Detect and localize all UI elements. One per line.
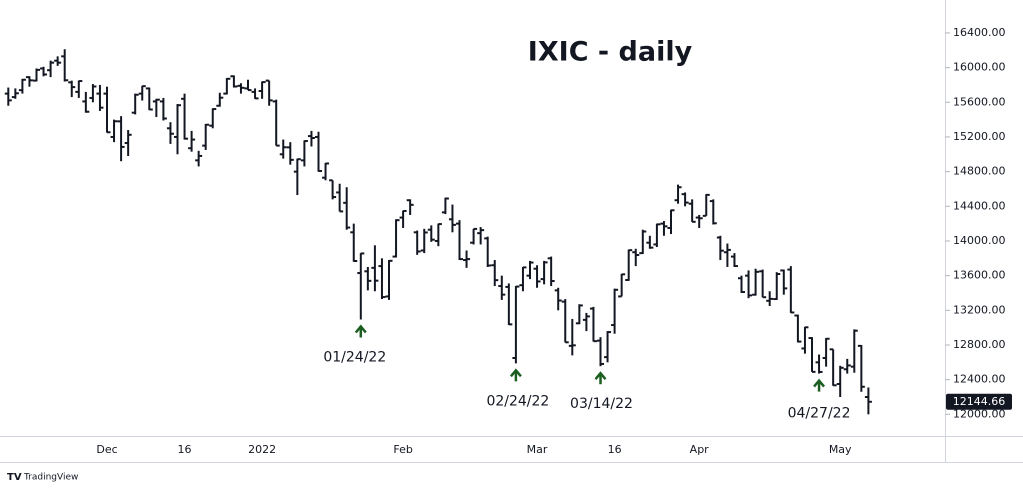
arrow-head <box>354 324 367 334</box>
y-tick-label: 14800.00 <box>953 165 1006 178</box>
x-tick-label: 2022 <box>248 443 276 456</box>
annotation-label: 03/14/22 <box>570 396 633 412</box>
y-tick-label: 15600.00 <box>953 95 1006 108</box>
logo-mark: TV <box>7 472 22 483</box>
y-tick-label: 12000.00 <box>953 407 1006 420</box>
y-tick-label: 14400.00 <box>953 199 1006 212</box>
y-tick-label: 12800.00 <box>953 338 1006 351</box>
last-price-box <box>946 393 1012 410</box>
annotation-arrow <box>594 371 607 385</box>
x-tick-label: Feb <box>393 443 412 456</box>
x-tick-label: 16 <box>178 443 192 456</box>
annotation-arrow <box>813 378 826 392</box>
chart-title: IXIC - daily <box>528 37 693 68</box>
x-tick-label: Apr <box>690 443 710 456</box>
branding: TradingView <box>23 473 78 483</box>
logo: TV TradingView <box>7 472 78 483</box>
annotation-arrow <box>509 368 522 382</box>
last-price-label: 12144.66 <box>953 395 1006 408</box>
y-tick-label: 14000.00 <box>953 234 1006 247</box>
arrow-head <box>509 368 522 378</box>
x-tick-label: May <box>829 443 852 456</box>
y-tick-label: 12400.00 <box>953 373 1006 386</box>
x-tick-label: Mar <box>527 443 548 456</box>
x-tick-label: Dec <box>96 443 117 456</box>
arrow-head <box>594 371 607 381</box>
y-tick-label: 15200.00 <box>953 130 1006 143</box>
y-tick-label: 13600.00 <box>953 269 1006 282</box>
y-tick-label: 16400.00 <box>953 26 1006 39</box>
arrow-head <box>813 378 826 388</box>
x-tick-label: 16 <box>608 443 622 456</box>
annotation-label: 02/24/22 <box>486 393 549 409</box>
annotation-label: 04/27/22 <box>788 406 851 422</box>
annotation-label: 01/24/22 <box>323 350 386 366</box>
ohlc-bars <box>4 49 872 415</box>
y-tick-label: 16000.00 <box>953 61 1006 74</box>
annotation-arrow <box>354 324 367 338</box>
y-tick-label: 13200.00 <box>953 303 1006 316</box>
